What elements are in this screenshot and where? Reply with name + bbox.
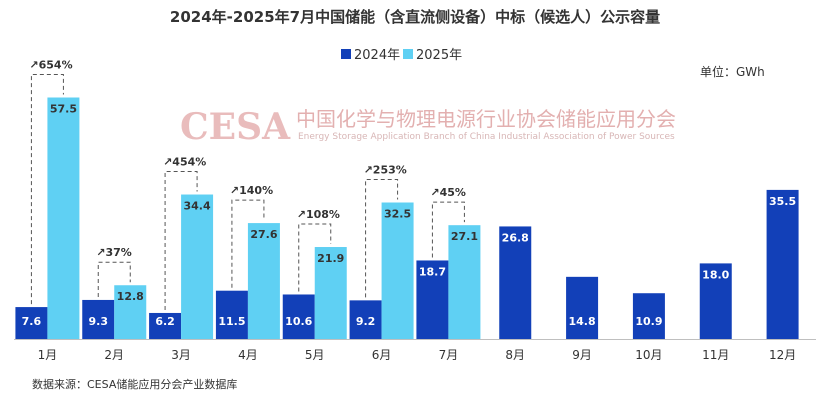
- bar-2024-12: [766, 189, 799, 339]
- x-tick-label-7: 7月: [439, 348, 459, 362]
- chart-title: 2024年-2025年7月中国储能（含直流侧设备）中标（候选人）公示容量: [170, 8, 660, 26]
- bar-label-2024-1: 7.6: [22, 315, 42, 328]
- bar-label-2024-3: 6.2: [155, 315, 175, 328]
- bar-2024-7: [416, 260, 449, 339]
- bar-label-2024-6: 9.2: [356, 315, 376, 328]
- growth-label-6: ↗253%: [364, 164, 407, 177]
- bar-2024-4: [215, 290, 248, 339]
- bar-label-2025-2: 12.8: [117, 290, 144, 303]
- watermark-cn: 中国化学与物理电源行业协会储能应用分会: [296, 107, 676, 131]
- legend-label-2025年: 2025年: [416, 48, 462, 63]
- bar-label-2025-4: 27.6: [250, 228, 277, 241]
- x-tick-label-4: 4月: [238, 348, 258, 362]
- watermark: CESA 中国化学与物理电源行业协会储能应用分会 Energy Storage …: [180, 106, 676, 148]
- bar-2025-4: [247, 223, 280, 339]
- x-tick-label-9: 9月: [572, 348, 592, 362]
- bar-label-2024-10: 10.9: [635, 315, 662, 328]
- bar-label-2024-2: 9.3: [89, 315, 109, 328]
- bar-2024-11: [699, 263, 732, 339]
- x-tick-label-12: 12月: [769, 348, 796, 362]
- bar-label-2025-5: 21.9: [317, 252, 344, 265]
- bar-2025-3: [181, 194, 214, 339]
- growth-bracket-7: [431, 201, 465, 258]
- bar-label-2024-12: 35.5: [769, 195, 796, 208]
- growth-bracket-3: [164, 171, 198, 310]
- x-tick-label-10: 10月: [635, 348, 662, 362]
- bar-label-2025-3: 34.4: [184, 200, 211, 213]
- x-tick-label-3: 3月: [171, 348, 191, 362]
- bar-2024-6: [349, 300, 382, 339]
- growth-bracket-1: [30, 74, 64, 305]
- bar-2025-1: [47, 97, 80, 339]
- x-tick-label-2: 2月: [104, 348, 124, 362]
- bar-2025-5: [314, 247, 347, 339]
- bar-2025-6: [381, 202, 414, 339]
- growth-label-2: ↗37%: [96, 246, 132, 259]
- x-tick-label-11: 11月: [702, 348, 729, 362]
- x-tick-label-1: 1月: [38, 348, 58, 362]
- plot-area: 7.6 57.5 ↗654% 1月 9.3 12.8 ↗37% 2月 6.2 34.4 ↗454% 3…: [14, 59, 816, 362]
- bar-label-2025-1: 57.5: [50, 103, 77, 116]
- bar-label-2025-7: 27.1: [451, 230, 478, 243]
- growth-label-4: ↗140%: [230, 184, 273, 197]
- legend-swatch-2025年: [403, 49, 413, 59]
- bar-label-2025-6: 32.5: [384, 208, 411, 221]
- bar-2024-2: [82, 299, 115, 339]
- bar-label-2024-4: 11.5: [218, 315, 245, 328]
- bar-label-2024-9: 14.8: [569, 315, 596, 328]
- unit-label: 单位：GWh: [700, 64, 765, 79]
- legend: 2024年 2025年: [341, 48, 462, 63]
- bar-2024-8: [499, 226, 532, 339]
- watermark-logo: CESA: [180, 106, 291, 148]
- growth-label-3: ↗454%: [163, 156, 206, 169]
- source-note: 数据来源：CESA储能应用分会产业数据库: [32, 377, 237, 391]
- bar-2025-2: [114, 285, 147, 339]
- growth-bracket-4: [231, 199, 265, 288]
- bar-2024-3: [149, 312, 182, 339]
- legend-swatch-2024年: [341, 49, 351, 59]
- growth-bracket-2: [97, 261, 131, 297]
- x-tick-label-5: 5月: [305, 348, 325, 362]
- bar-2024-9: [566, 276, 599, 339]
- watermark-en: Energy Storage Application Branch of Chi…: [298, 132, 675, 142]
- bar-2024-5: [282, 294, 315, 339]
- growth-label-5: ↗108%: [297, 208, 340, 221]
- bar-label-2024-11: 18.0: [702, 268, 729, 281]
- legend-label-2024年: 2024年: [354, 48, 400, 63]
- bar-2024-10: [632, 293, 665, 339]
- growth-label-1: ↗654%: [29, 59, 72, 72]
- bar-label-2024-5: 10.6: [285, 315, 312, 328]
- bar-label-2024-7: 18.7: [419, 265, 446, 278]
- growth-label-7: ↗45%: [430, 186, 466, 199]
- bar-label-2024-8: 26.8: [502, 231, 529, 244]
- growth-bracket-6: [365, 179, 399, 298]
- bar-2024-1: [15, 307, 48, 339]
- x-tick-label-8: 8月: [505, 348, 525, 362]
- bar-2025-7: [448, 225, 481, 339]
- x-tick-label-6: 6月: [372, 348, 392, 362]
